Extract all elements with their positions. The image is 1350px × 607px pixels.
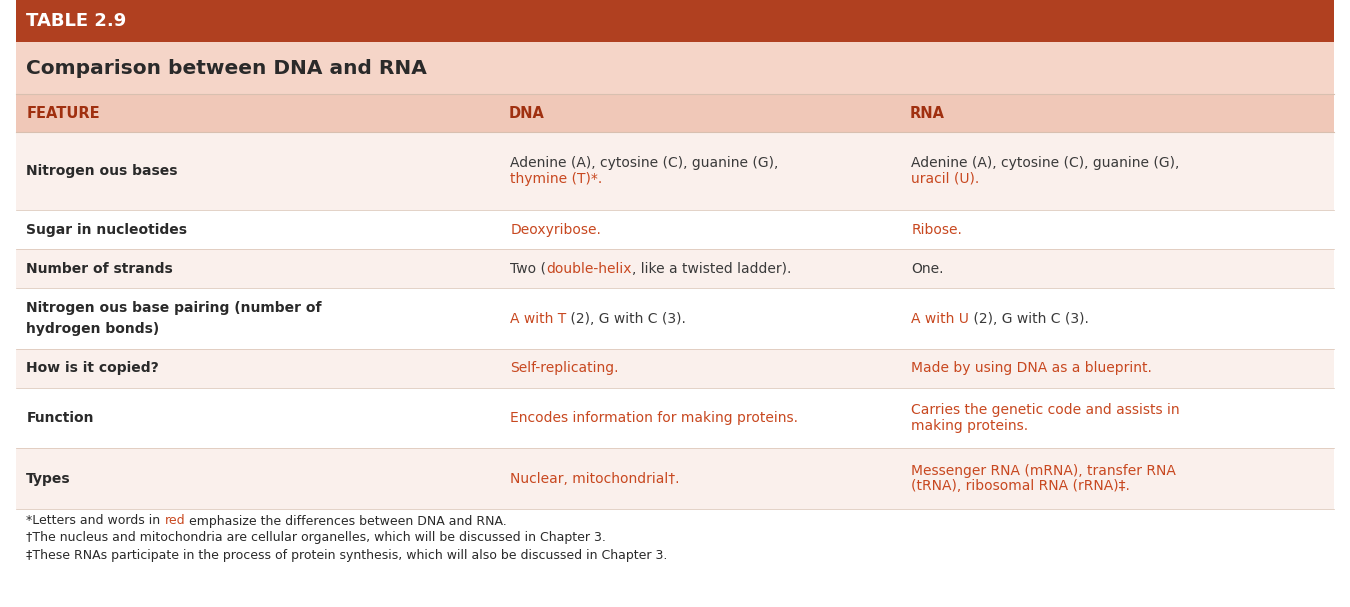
Text: double-helix: double-helix bbox=[547, 262, 632, 276]
Text: A with T: A with T bbox=[510, 311, 567, 325]
Text: Adenine (A), cytosine (C), guanine (G),: Adenine (A), cytosine (C), guanine (G), bbox=[510, 157, 779, 171]
Text: Carries the genetic code and assists in: Carries the genetic code and assists in bbox=[911, 404, 1180, 418]
Text: Nitrogen ous bases: Nitrogen ous bases bbox=[26, 164, 178, 178]
Bar bbox=[16, 132, 1334, 210]
Text: Adenine (A), cytosine (C), guanine (G),: Adenine (A), cytosine (C), guanine (G), bbox=[911, 157, 1180, 171]
Text: One.: One. bbox=[911, 262, 944, 276]
Text: red: red bbox=[165, 515, 185, 527]
Bar bbox=[16, 249, 1334, 288]
Bar bbox=[16, 349, 1334, 388]
Bar bbox=[16, 210, 1334, 249]
Text: †The nucleus and mitochondria are cellular organelles, which will be discussed i: †The nucleus and mitochondria are cellul… bbox=[26, 532, 606, 544]
Bar bbox=[16, 388, 1334, 449]
Text: Nuclear, mitochondrial†.: Nuclear, mitochondrial†. bbox=[510, 472, 680, 486]
Text: Number of strands: Number of strands bbox=[26, 262, 173, 276]
Text: Messenger RNA (mRNA), transfer RNA: Messenger RNA (mRNA), transfer RNA bbox=[911, 464, 1176, 478]
Text: FEATURE: FEATURE bbox=[26, 106, 100, 121]
Text: How is it copied?: How is it copied? bbox=[26, 361, 159, 375]
Text: A with U: A with U bbox=[911, 311, 969, 325]
Text: Encodes information for making proteins.: Encodes information for making proteins. bbox=[510, 411, 798, 425]
Text: RNA: RNA bbox=[909, 106, 944, 121]
Text: (2), G with C (3).: (2), G with C (3). bbox=[567, 311, 686, 325]
Text: Made by using DNA as a blueprint.: Made by using DNA as a blueprint. bbox=[911, 361, 1152, 375]
Text: *Letters and words in: *Letters and words in bbox=[26, 515, 165, 527]
Text: Self-replicating.: Self-replicating. bbox=[510, 361, 618, 375]
Text: Two (: Two ( bbox=[510, 262, 547, 276]
Text: Nitrogen ous base pairing (number of: Nitrogen ous base pairing (number of bbox=[26, 300, 321, 314]
Bar bbox=[16, 288, 1334, 349]
Text: Sugar in nucleotides: Sugar in nucleotides bbox=[26, 223, 188, 237]
Bar bbox=[16, 94, 1334, 132]
Text: hydrogen bonds): hydrogen bonds) bbox=[26, 322, 159, 336]
Text: ‡These RNAs participate in the process of protein synthesis, which will also be : ‡These RNAs participate in the process o… bbox=[26, 549, 668, 561]
Text: Ribose.: Ribose. bbox=[911, 223, 963, 237]
Text: emphasize the differences between DNA and RNA.: emphasize the differences between DNA an… bbox=[185, 515, 506, 527]
Bar bbox=[16, 42, 1334, 94]
Text: Deoxyribose.: Deoxyribose. bbox=[510, 223, 601, 237]
Text: uracil (U).: uracil (U). bbox=[911, 172, 980, 186]
Text: , like a twisted ladder).: , like a twisted ladder). bbox=[632, 262, 791, 276]
Text: Comparison between DNA and RNA: Comparison between DNA and RNA bbox=[26, 58, 427, 78]
Text: (2), G with C (3).: (2), G with C (3). bbox=[969, 311, 1089, 325]
Bar bbox=[16, 0, 1334, 42]
Text: Types: Types bbox=[26, 472, 72, 486]
Text: TABLE 2.9: TABLE 2.9 bbox=[26, 12, 127, 30]
Text: making proteins.: making proteins. bbox=[911, 419, 1029, 433]
Text: thymine (T)*.: thymine (T)*. bbox=[510, 172, 602, 186]
Text: (tRNA), ribosomal RNA (rRNA)‡.: (tRNA), ribosomal RNA (rRNA)‡. bbox=[911, 480, 1130, 493]
Text: Function: Function bbox=[26, 411, 93, 425]
Text: DNA: DNA bbox=[508, 106, 544, 121]
Bar bbox=[16, 449, 1334, 509]
